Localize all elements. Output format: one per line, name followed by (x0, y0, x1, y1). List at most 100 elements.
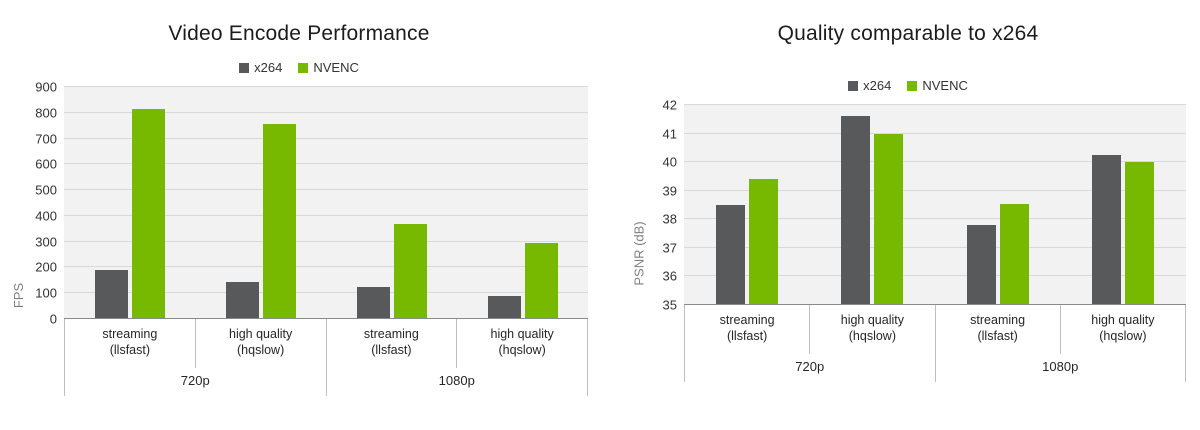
legend-swatch-nvenc (907, 80, 918, 91)
bars (64, 87, 588, 319)
y-tick-label: 40 (662, 154, 677, 170)
gridline (64, 292, 588, 294)
legend-swatch-x264 (239, 62, 250, 73)
x-axis-group-labels: 720p 1080p (684, 353, 1186, 382)
y-tick-label: 38 (662, 211, 677, 227)
bar-x264-1 (715, 205, 745, 305)
x-axis-line (684, 304, 1186, 305)
bar-group-4 (1061, 105, 1187, 305)
y-tick-label: 700 (35, 131, 57, 147)
x-axis-group-labels: 720p 1080p (64, 367, 588, 396)
plot-area (684, 104, 1186, 305)
y-tick-label: 0 (49, 311, 57, 327)
legend-item-x264: x264 (848, 78, 891, 93)
y-tick-label: 300 (35, 234, 57, 250)
gridline (684, 161, 1186, 163)
gridline (64, 111, 588, 113)
y-tick-label: 37 (662, 240, 677, 256)
category-label-line2: (hqslow) (1099, 329, 1147, 344)
bar-x264-2 (841, 116, 871, 305)
legend-label-x264: x264 (254, 60, 283, 75)
bar-group-3 (935, 105, 1061, 305)
bar-group-1 (64, 87, 195, 319)
legend-item-nvenc: NVENC (298, 60, 359, 75)
gridline (64, 86, 588, 87)
y-tick-label: 35 (662, 297, 677, 313)
chart-grid: FPS 0 100 200 300 400 500 600 700 800 900 streami… (10, 81, 588, 396)
x-axis-category-labels: streaming (llsfast) high quality (hqslow) st… (64, 319, 588, 368)
bar-nvenc-3 (393, 223, 427, 319)
y-axis-title-text: PSNR (dB) (631, 221, 647, 286)
bar-group-2 (195, 87, 326, 319)
chart-quality-comparable-to-x264: Quality comparable to x264 x264 NVENC PSN… (630, 12, 1186, 430)
category-label-1: streaming (llsfast) (64, 319, 195, 368)
x-axis-line (64, 318, 588, 319)
category-label-3: streaming (llsfast) (325, 319, 457, 368)
category-label-line2: (hqslow) (498, 343, 546, 358)
y-tick-label: 36 (662, 268, 677, 284)
category-label-line1: streaming (102, 327, 158, 341)
legend-item-x264: x264 (239, 60, 282, 75)
category-label-line1: high quality (840, 313, 904, 327)
gridline (64, 214, 588, 216)
bar-x264-3 (966, 225, 996, 305)
category-label-line1: streaming (363, 327, 419, 341)
gridline (64, 137, 588, 139)
legend: x264 NVENC (630, 78, 1186, 93)
gridline (684, 246, 1186, 248)
bar-nvenc-2 (262, 124, 296, 319)
legend-item-nvenc: NVENC (907, 78, 968, 93)
category-label-line2: (hqslow) (848, 329, 896, 344)
bar-x264-4 (1092, 155, 1122, 305)
category-label-2: high quality (hqslow) (194, 319, 326, 368)
category-label-line2: (llsfast) (371, 343, 412, 358)
category-label-4: high quality (hqslow) (456, 319, 588, 368)
category-label-3: streaming (llsfast) (934, 305, 1060, 354)
y-tick-label: 200 (35, 259, 57, 275)
gridline (64, 240, 588, 242)
gridline (64, 163, 588, 165)
gridline (64, 266, 588, 268)
plot-area (64, 86, 588, 319)
gridline (64, 189, 588, 191)
bar-nvenc-3 (999, 203, 1029, 305)
legend-label-nvenc: NVENC (313, 60, 359, 75)
gridline (684, 189, 1186, 191)
group-label-720p: 720p (64, 367, 326, 396)
category-label-line1: high quality (490, 327, 554, 341)
legend-label-x264: x264 (863, 78, 892, 93)
bar-x264-2 (225, 281, 259, 319)
category-label-line1: streaming (970, 313, 1026, 327)
legend: x264 NVENC (10, 60, 588, 75)
bar-nvenc-4 (524, 242, 558, 319)
chart-grid: PSNR (dB) 35 36 37 38 39 40 41 42 streaming (lls… (630, 99, 1186, 382)
bar-group-3 (326, 87, 457, 319)
category-label-1: streaming (llsfast) (684, 305, 809, 354)
category-label-2: high quality (hqslow) (809, 305, 934, 354)
bar-nvenc-2 (874, 133, 904, 305)
y-axis-title: PSNR (dB) (630, 105, 648, 305)
y-axis-tick-labels: 0 100 200 300 400 500 600 700 800 900 (28, 81, 64, 326)
legend-swatch-x264 (848, 80, 859, 91)
bar-group-2 (810, 105, 936, 305)
bar-nvenc-1 (131, 108, 165, 319)
bar-x264-1 (94, 270, 128, 319)
bar-x264-4 (487, 295, 521, 319)
group-label-1080p: 1080p (934, 353, 1186, 382)
chart-title: Video Encode Performance (168, 22, 430, 45)
y-tick-label: 42 (662, 97, 677, 113)
bar-group-4 (457, 87, 588, 319)
y-axis-tick-labels: 35 36 37 38 39 40 41 42 (648, 99, 684, 312)
bar-x264-3 (356, 286, 390, 319)
y-tick-label: 500 (35, 182, 57, 198)
y-tick-label: 39 (662, 183, 677, 199)
bar-nvenc-4 (1125, 162, 1155, 305)
x-axis-category-labels: streaming (llsfast) high quality (hqslow) st… (684, 305, 1186, 354)
legend-label-nvenc: NVENC (922, 78, 968, 93)
bars (684, 105, 1186, 305)
y-tick-label: 600 (35, 156, 57, 172)
group-label-720p: 720p (684, 353, 935, 382)
category-label-line1: streaming (719, 313, 775, 327)
y-tick-label: 900 (35, 79, 57, 95)
